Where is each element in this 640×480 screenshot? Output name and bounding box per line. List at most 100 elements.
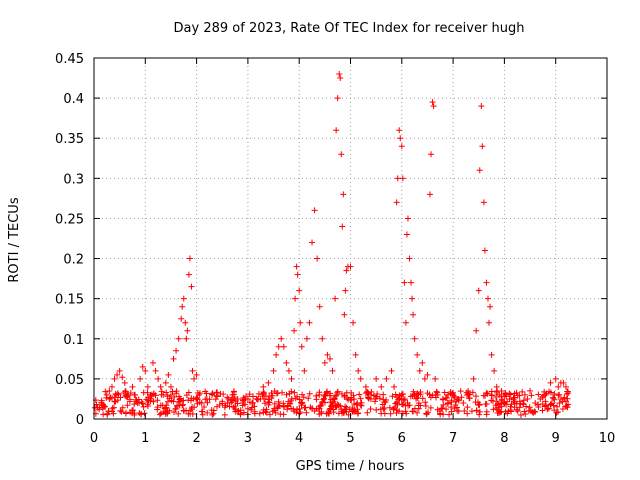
data-point [138, 399, 145, 406]
data-point [244, 405, 251, 412]
data-point [353, 401, 360, 408]
data-point [256, 410, 263, 417]
data-point [483, 411, 490, 418]
y-tick-label: 0.35 [55, 132, 84, 147]
data-point [364, 409, 371, 416]
x-tick-label: 9 [552, 431, 560, 446]
data-point [484, 390, 491, 397]
data-point [301, 367, 308, 374]
data-point [174, 402, 181, 409]
data-point [547, 389, 554, 396]
data-point [164, 393, 171, 400]
data-point [152, 392, 159, 399]
data-point [202, 388, 209, 395]
x-tick-label: 7 [449, 431, 457, 446]
data-point [316, 303, 323, 310]
data-point [565, 390, 572, 397]
data-point [117, 407, 124, 414]
data-point [493, 394, 500, 401]
data-point [102, 388, 109, 395]
data-point [440, 401, 447, 408]
data-point [532, 399, 539, 406]
data-point [327, 390, 334, 397]
data-point [183, 335, 190, 342]
data-point [232, 403, 239, 410]
data-point [502, 408, 509, 415]
data-point [508, 401, 515, 408]
data-point [266, 399, 273, 406]
data-point [167, 391, 174, 398]
data-point [437, 410, 444, 417]
data-point [394, 401, 401, 408]
data-point [539, 407, 546, 414]
y-tick-label: 0.3 [63, 172, 84, 187]
data-point [398, 143, 405, 150]
data-point [159, 402, 166, 409]
data-point [255, 390, 262, 397]
data-point [127, 390, 134, 397]
data-point [455, 408, 462, 415]
data-point [284, 403, 291, 410]
data-point [434, 391, 441, 398]
data-point [157, 410, 164, 417]
data-point [111, 375, 118, 382]
data-point [217, 390, 224, 397]
data-point [341, 311, 348, 318]
data-point [185, 271, 192, 278]
data-point [332, 393, 339, 400]
data-point [444, 399, 451, 406]
data-point [188, 283, 195, 290]
data-point [208, 391, 215, 398]
data-point [464, 404, 471, 411]
data-point [458, 394, 465, 401]
data-point [193, 395, 200, 402]
data-point [130, 407, 137, 414]
data-point [329, 367, 336, 374]
data-point [132, 396, 139, 403]
data-point [269, 392, 276, 399]
data-point [401, 396, 408, 403]
data-point [410, 388, 417, 395]
data-point [336, 71, 343, 78]
data-point [561, 394, 568, 401]
data-point [306, 390, 313, 397]
data-point [520, 401, 527, 408]
data-point [432, 375, 439, 382]
data-point [334, 388, 341, 395]
data-point [376, 395, 383, 402]
data-point [175, 335, 182, 342]
data-point [404, 399, 411, 406]
data-point [461, 408, 468, 415]
data-point [137, 375, 144, 382]
data-point [330, 406, 337, 413]
data-point [556, 399, 563, 406]
data-point [434, 406, 441, 413]
data-point [469, 389, 476, 396]
data-point [445, 391, 452, 398]
data-point [227, 397, 234, 404]
data-point [303, 409, 310, 416]
data-point [171, 409, 178, 416]
y-tick-label: 0.15 [55, 293, 84, 308]
data-point [548, 400, 555, 407]
data-point [171, 393, 178, 400]
data-point [364, 390, 371, 397]
data-point [562, 383, 569, 390]
data-point [149, 359, 156, 366]
data-point [559, 398, 566, 405]
data-point [506, 395, 513, 402]
axis-ticks [93, 57, 608, 420]
data-point [391, 383, 398, 390]
data-point [389, 393, 396, 400]
data-point [212, 396, 219, 403]
data-point [271, 388, 278, 395]
data-point [472, 399, 479, 406]
data-point [173, 388, 180, 395]
data-point [424, 371, 431, 378]
data-point [488, 351, 495, 358]
data-point [204, 399, 211, 406]
data-point [98, 399, 105, 406]
data-point [539, 400, 546, 407]
data-point [450, 391, 457, 398]
data-point [191, 375, 198, 382]
